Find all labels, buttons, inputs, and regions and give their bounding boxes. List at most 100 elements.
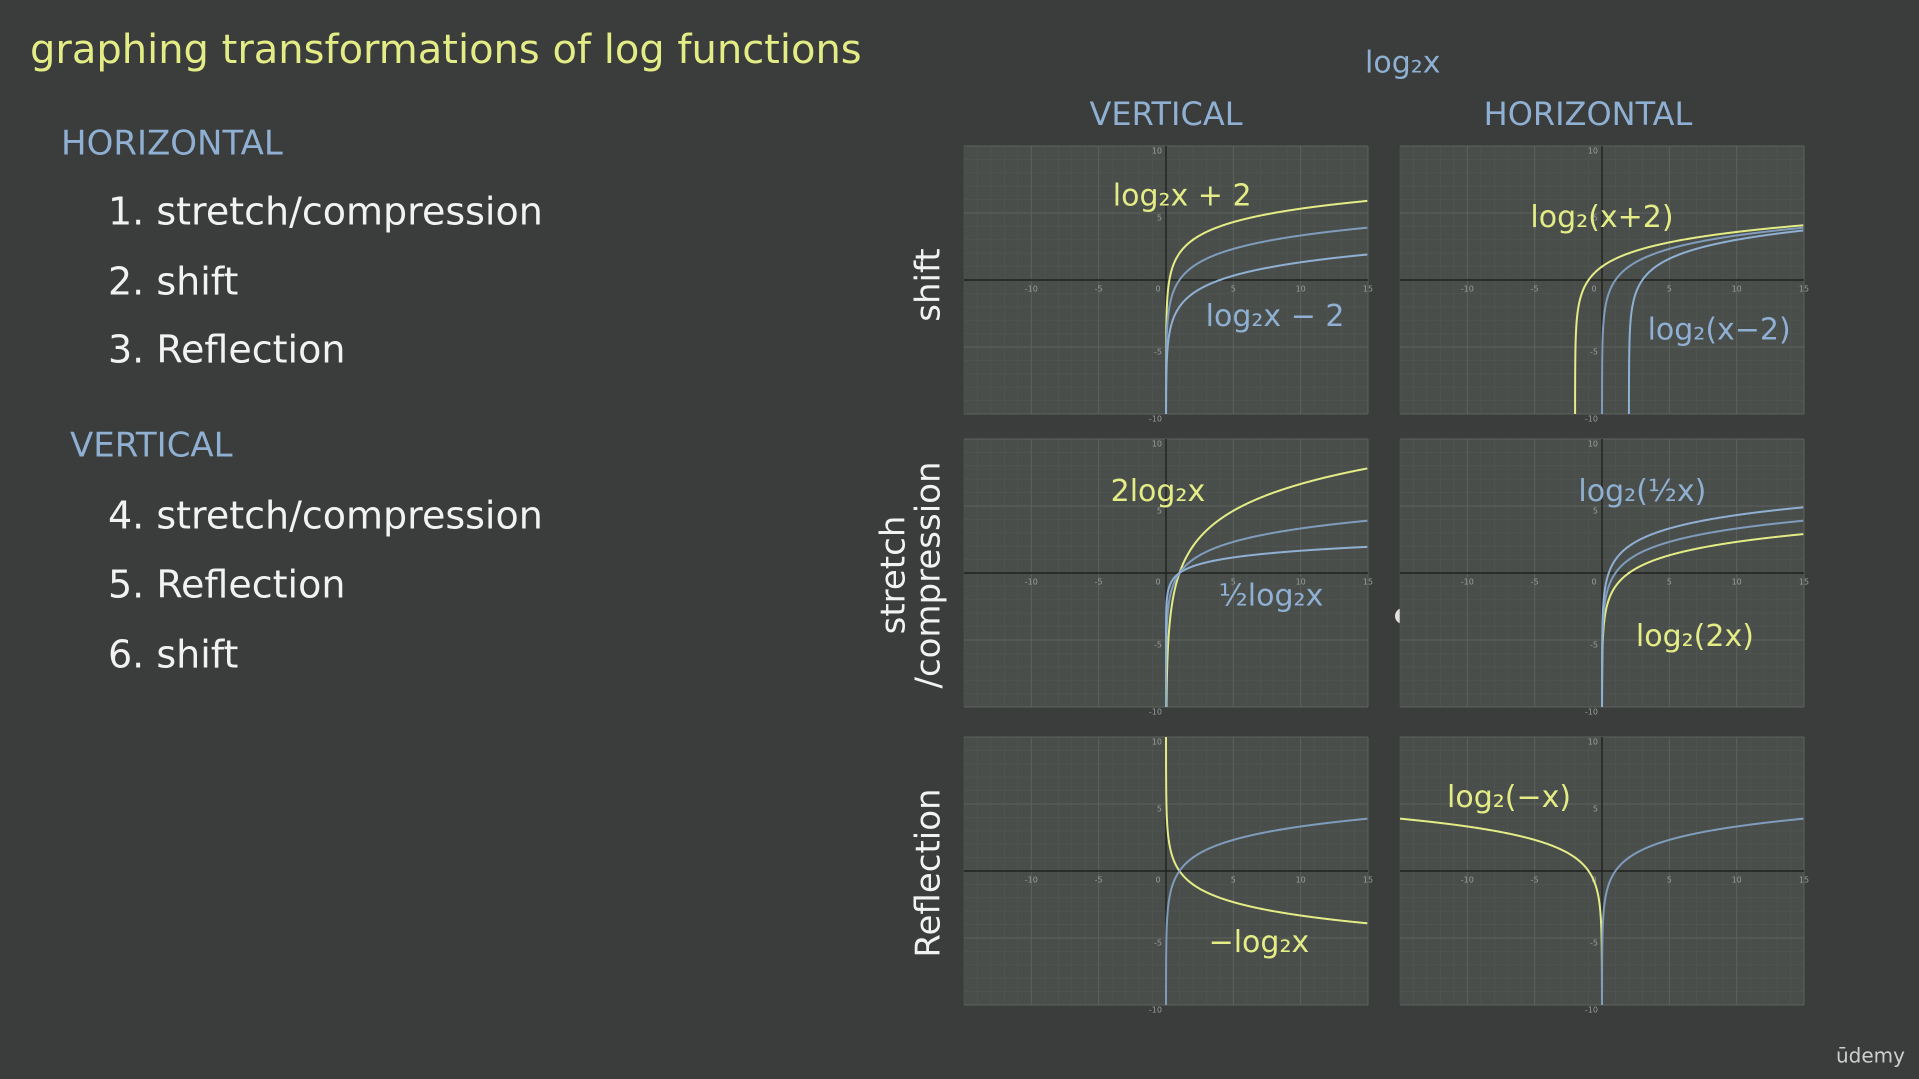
y-tick-label: 10 (1152, 440, 1162, 449)
column-header: VERTICAL (1089, 95, 1242, 133)
function-curve (1601, 519, 1804, 707)
watermark: ūdemy (1836, 1044, 1905, 1068)
x-tick-label: 0 (1155, 876, 1160, 885)
function-label: log₂(−x) (1447, 780, 1571, 815)
y-tick-label: 5 (1157, 507, 1162, 516)
x-tick-label: -5 (1095, 578, 1103, 587)
y-tick-label: 5 (1593, 507, 1598, 516)
y-tick-label: -10 (1149, 415, 1162, 424)
graph-panel: -10 -5 0 5 10 15 -10 -5 5 10 log₂(x+2) log₂(x−2) (1399, 145, 1809, 424)
y-tick-label: 5 (1157, 805, 1162, 814)
function-label: 2log₂x (1111, 474, 1206, 509)
curves (1165, 737, 1368, 1005)
row-header: /compression (909, 461, 949, 688)
x-tick-label: -5 (1095, 876, 1103, 885)
x-tick-label: 5 (1231, 876, 1236, 885)
y-tick-label: 5 (1593, 214, 1598, 223)
function-curve (1400, 817, 1603, 1005)
x-tick-label: -10 (1025, 876, 1038, 885)
function-curve (1601, 533, 1804, 707)
function-curve (1165, 467, 1368, 707)
x-tick-label: 15 (1799, 285, 1809, 294)
x-tick-label: -5 (1095, 285, 1103, 294)
column-header: HORIZONTAL (1484, 95, 1693, 133)
outline-item: 1. stretch/compression (108, 190, 543, 234)
function-label: log₂(½x) (1578, 474, 1706, 509)
x-tick-label: -5 (1531, 876, 1539, 885)
x-tick-label: 10 (1732, 578, 1742, 587)
x-tick-label: 5 (1667, 876, 1672, 885)
graph-panel: -10 -5 0 5 10 15 -10 -5 5 10 log₂(½x) log₂(2x) (1399, 438, 1809, 717)
function-curve (1601, 817, 1804, 1005)
function-curve (1165, 545, 1368, 707)
function-label: log₂x + 2 (1113, 178, 1252, 213)
graph-panel: -10 -5 0 5 10 15 -10 -5 5 10 −log₂x (963, 736, 1373, 1015)
x-tick-label: 5 (1667, 578, 1672, 587)
x-tick-label: -5 (1531, 285, 1539, 294)
x-tick-label: 15 (1799, 876, 1809, 885)
x-tick-label: 5 (1231, 285, 1236, 294)
function-curve (1165, 817, 1368, 1005)
outline-item: 2. shift (108, 260, 238, 304)
y-tick-label: 10 (1588, 147, 1598, 156)
outline-item: 3. Reflection (108, 328, 345, 372)
y-tick-label: -10 (1149, 708, 1162, 717)
y-tick-label: 10 (1588, 738, 1598, 747)
y-tick-label: -10 (1585, 415, 1598, 424)
y-tick-label: -5 (1590, 348, 1598, 357)
x-tick-label: 15 (1799, 578, 1809, 587)
function-label: log₂(x−2) (1648, 312, 1791, 347)
function-curve (1165, 199, 1368, 414)
row-header: shift (909, 248, 949, 321)
x-tick-label: 10 (1296, 285, 1306, 294)
function-label: log₂x − 2 (1206, 299, 1345, 334)
graph-panel: -10 -5 0 5 10 15 -10 -5 5 10 2log₂x ½log₂x (963, 438, 1373, 717)
x-tick-label: 0 (1155, 285, 1160, 294)
outline-item: 5. Reflection (108, 563, 345, 607)
x-tick-label: 10 (1732, 285, 1742, 294)
function-curve (1601, 506, 1804, 707)
outline-item: 6. shift (108, 633, 238, 677)
curves (1574, 224, 1804, 414)
x-tick-label: 15 (1363, 578, 1373, 587)
x-tick-label: -5 (1531, 578, 1539, 587)
x-tick-label: 10 (1732, 876, 1742, 885)
x-tick-label: -10 (1025, 578, 1038, 587)
function-label: ½log₂x (1219, 579, 1324, 614)
x-tick-label: 15 (1363, 876, 1373, 885)
function-curve (1574, 224, 1804, 414)
x-tick-label: 10 (1296, 578, 1306, 587)
x-tick-label: -10 (1461, 285, 1474, 294)
y-tick-label: -5 (1154, 348, 1162, 357)
function-curve (1601, 226, 1804, 414)
y-tick-label: -5 (1154, 939, 1162, 948)
function-curve (1165, 519, 1368, 707)
x-tick-label: 0 (1155, 578, 1160, 587)
y-tick-label: 10 (1152, 147, 1162, 156)
x-tick-label: -10 (1025, 285, 1038, 294)
outline-item: 4. stretch/compression (108, 494, 543, 538)
graph-panel: -10 -5 0 5 10 15 -10 -5 5 10 log₂x + 2 log₂x − 2 (963, 145, 1373, 424)
section-heading: VERTICAL (70, 426, 233, 466)
y-tick-label: 5 (1157, 214, 1162, 223)
x-tick-label: -10 (1461, 876, 1474, 885)
curves (1601, 506, 1804, 707)
x-tick-label: 5 (1667, 285, 1672, 294)
note: log₂x (1365, 46, 1441, 81)
x-tick-label: 0 (1591, 285, 1596, 294)
function-curve (1165, 737, 1368, 925)
y-tick-label: -5 (1154, 641, 1162, 650)
y-tick-label: -5 (1590, 641, 1598, 650)
x-tick-label: 15 (1363, 285, 1373, 294)
y-tick-label: 10 (1152, 738, 1162, 747)
x-tick-label: 5 (1231, 578, 1236, 587)
x-tick-label: -10 (1461, 578, 1474, 587)
x-tick-label: 0 (1591, 578, 1596, 587)
curves (1165, 199, 1368, 414)
x-tick-label: 10 (1296, 876, 1306, 885)
y-tick-label: -10 (1585, 1006, 1598, 1015)
y-tick-label: 10 (1588, 440, 1598, 449)
y-tick-label: -5 (1590, 939, 1598, 948)
